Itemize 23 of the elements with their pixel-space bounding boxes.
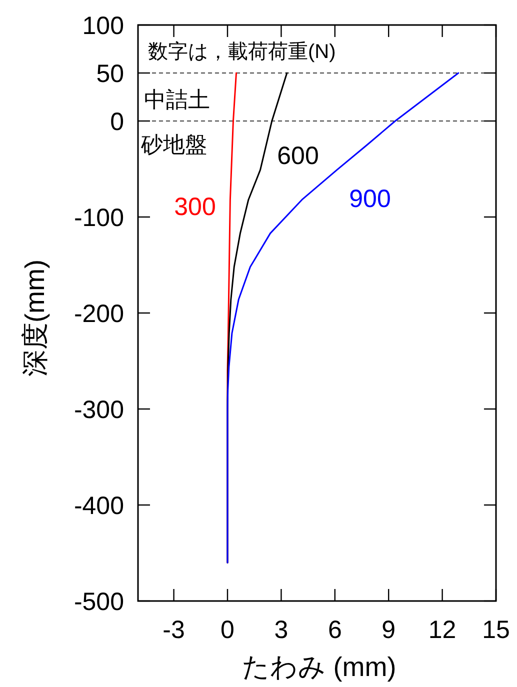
x-tick-label: 6 [328, 616, 342, 644]
y-tick-label: -300 [74, 396, 124, 424]
y-tick-label: -200 [74, 300, 124, 328]
y-tick-label: -400 [74, 492, 124, 520]
y-axis-title: 深度(mm) [20, 260, 50, 376]
y-tick-label: 100 [82, 12, 124, 40]
x-tick-label: 3 [274, 616, 288, 644]
x-tick-label: 12 [428, 616, 456, 644]
y-tick-label: 0 [110, 108, 124, 136]
series-label: 900 [349, 185, 391, 213]
x-tick-label: 0 [220, 616, 234, 644]
x-tick-label: -3 [162, 616, 185, 644]
y-tick-label: 50 [96, 60, 124, 88]
x-axis-title: たわみ (mm) [242, 652, 396, 682]
x-tick-label: 15 [482, 616, 510, 644]
annotation: 中詰土 [144, 87, 210, 112]
annotation: 砂地盤 [140, 132, 207, 157]
y-tick-label: -500 [74, 588, 124, 616]
series-label: 600 [277, 142, 319, 170]
annotation: 数字は，載荷荷重(N) [148, 40, 336, 63]
x-tick-label: 9 [382, 616, 396, 644]
y-tick-label: -100 [74, 204, 124, 232]
series-label: 300 [174, 193, 216, 221]
